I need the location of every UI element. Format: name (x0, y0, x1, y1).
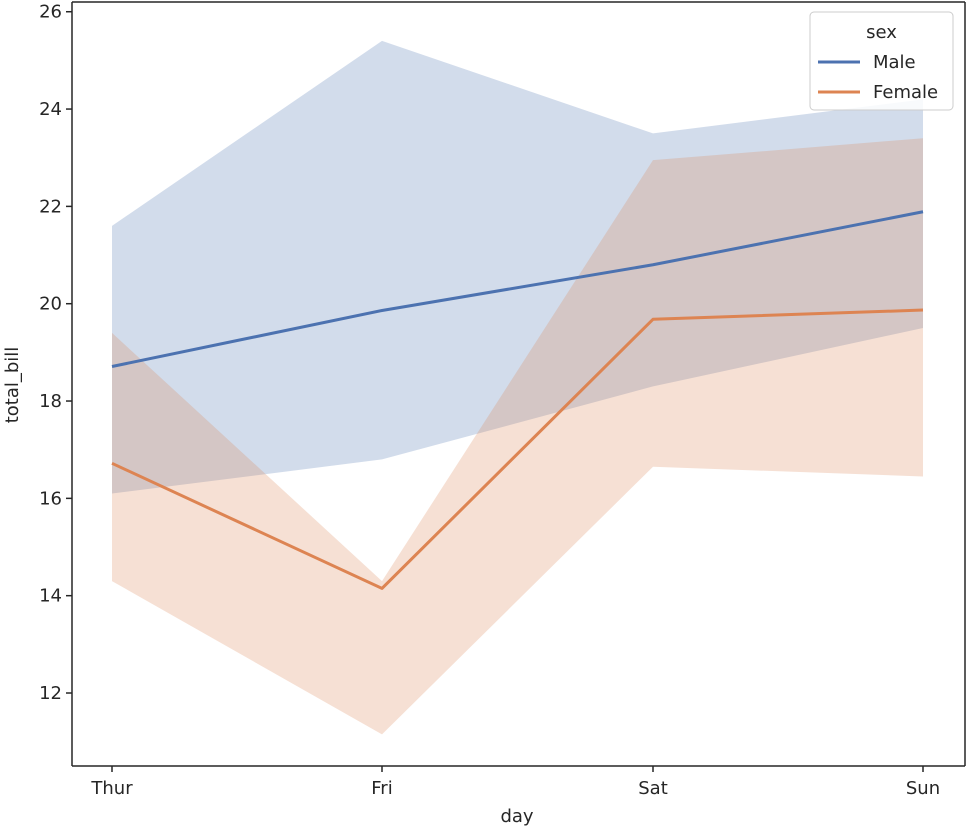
y-axis-label: total_bill (2, 347, 23, 424)
y-tick-label: 16 (39, 488, 62, 509)
x-tick-label: Thur (90, 778, 133, 799)
y-tick-label: 18 (39, 391, 62, 412)
legend-box (809, 11, 954, 111)
series-lines (111, 210, 924, 590)
y-tick-label: 26 (39, 2, 62, 23)
y-tick-label: 20 (39, 294, 62, 315)
x-tick-label: Fri (371, 778, 392, 799)
ci-band-male (112, 40, 923, 494)
confidence-bands (112, 40, 923, 735)
y-tick-label: 12 (39, 683, 62, 704)
legend-label-female: Female (873, 82, 938, 103)
ci-band-female (112, 138, 923, 735)
x-tick-label: Sun (906, 778, 940, 799)
y-tick-label: 14 (39, 586, 62, 607)
y-tick-label: 24 (39, 99, 62, 120)
x-axis-label: day (500, 806, 533, 827)
legend: sex Male Female (809, 11, 954, 111)
series-line-male (111, 210, 924, 368)
legend-label-male: Male (873, 52, 916, 73)
y-tick-label: 22 (39, 196, 62, 217)
legend-title: sex (866, 22, 897, 43)
x-tick-label: Sat (638, 778, 668, 799)
series-line-female (111, 308, 924, 590)
